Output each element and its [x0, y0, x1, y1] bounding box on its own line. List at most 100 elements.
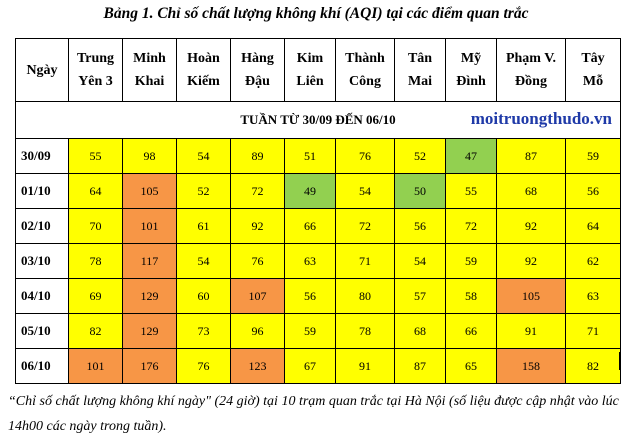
aqi-value-cell: 47	[445, 138, 497, 174]
header-station: Thành Công	[335, 38, 395, 102]
aqi-value-cell: 72	[335, 208, 395, 244]
header-station: Hàng Đậu	[230, 38, 285, 102]
table-row: 02/10 70 101 61 92 66 72 56 72 92 64	[15, 208, 621, 244]
aqi-value-cell: 56	[284, 278, 336, 314]
header-station: Phạm V. Đồng	[496, 38, 566, 102]
aqi-table: Ngày Trung Yên 3 Minh Khai Hoàn Kiếm Hàng Đậ…	[15, 38, 621, 384]
aqi-value-cell: 98	[122, 138, 177, 174]
header-station: Minh Khai	[122, 38, 177, 102]
aqi-value-cell: 101	[68, 348, 123, 384]
aqi-value-cell: 96	[230, 313, 285, 349]
aqi-value-cell: 55	[68, 138, 123, 174]
text-cursor	[619, 352, 620, 370]
row-date: 06/10	[15, 348, 69, 384]
aqi-value-cell: 59	[565, 138, 621, 174]
header-date: Ngày	[15, 38, 69, 102]
header-row: Ngày Trung Yên 3 Minh Khai Hoàn Kiếm Hàng Đậ…	[15, 38, 621, 102]
aqi-value-cell: 55	[445, 173, 497, 209]
aqi-value-cell: 71	[335, 243, 395, 279]
aqi-value-cell: 82	[68, 313, 123, 349]
row-date: 04/10	[15, 278, 69, 314]
aqi-value-cell: 64	[68, 173, 123, 209]
aqi-value-cell: 72	[230, 173, 285, 209]
aqi-value-cell: 65	[445, 348, 497, 384]
aqi-value-cell: 82	[565, 348, 621, 384]
aqi-value-cell: 91	[496, 313, 566, 349]
aqi-value-cell: 105	[122, 173, 177, 209]
header-station: Tân Mai	[394, 38, 446, 102]
site-watermark: moitruongthudo.vn	[470, 109, 612, 128]
aqi-value-cell: 61	[176, 208, 231, 244]
aqi-value-cell: 76	[230, 243, 285, 279]
row-date: 01/10	[15, 173, 69, 209]
aqi-value-cell: 68	[496, 173, 566, 209]
station-name-line1: Minh	[133, 51, 166, 66]
station-name-line2: Mai	[407, 74, 433, 89]
aqi-value-cell: 87	[496, 138, 566, 174]
aqi-value-cell: 73	[176, 313, 231, 349]
aqi-value-cell: 66	[284, 208, 336, 244]
aqi-value-cell: 92	[496, 243, 566, 279]
aqi-value-cell: 91	[335, 348, 395, 384]
aqi-value-cell: 59	[445, 243, 497, 279]
aqi-value-cell: 62	[565, 243, 621, 279]
station-name-line1: Thành	[345, 51, 385, 66]
station-name-line1: Tân	[407, 51, 433, 66]
aqi-value-cell: 78	[335, 313, 395, 349]
week-row: TUẦN TỪ 30/09 ĐẾN 06/10 moitruongthudo.v…	[15, 101, 621, 139]
table-row: 06/10 101 176 76 123 67 91 87 65 158 82	[15, 348, 621, 384]
row-date: 05/10	[15, 313, 69, 349]
station-name-line2: Công	[349, 74, 381, 89]
header-station: Trung Yên 3	[68, 38, 123, 102]
station-name-line2: Đồng	[515, 74, 547, 89]
aqi-value-cell: 69	[68, 278, 123, 314]
aqi-value-cell: 56	[565, 173, 621, 209]
aqi-value-cell: 129	[122, 313, 177, 349]
aqi-value-cell: 176	[122, 348, 177, 384]
aqi-value-cell: 60	[176, 278, 231, 314]
station-name-line2: Mỗ	[582, 74, 604, 89]
station-name-line2: Khai	[134, 74, 165, 89]
row-date: 30/09	[15, 138, 69, 174]
aqi-data-body: 30/09 55 98 54 89 51 76 52 47 87 59 01/10 64 105 52 72 4…	[15, 138, 621, 384]
station-name-line1: Mỹ	[460, 51, 482, 66]
aqi-value-cell: 52	[394, 138, 446, 174]
aqi-value-cell: 78	[68, 243, 123, 279]
aqi-value-cell: 66	[445, 313, 497, 349]
table-row: 05/10 82 129 73 96 59 78 68 66 91 71	[15, 313, 621, 349]
aqi-value-cell: 92	[496, 208, 566, 244]
aqi-value-cell: 80	[335, 278, 395, 314]
station-name-line1: Phạm V.	[505, 51, 557, 66]
aqi-value-cell: 105	[496, 278, 566, 314]
aqi-value-cell: 49	[284, 173, 336, 209]
aqi-value-cell: 50	[394, 173, 446, 209]
aqi-value-cell: 72	[445, 208, 497, 244]
aqi-value-cell: 64	[565, 208, 621, 244]
aqi-value-cell: 54	[176, 138, 231, 174]
station-name-line2: Liên	[296, 74, 324, 89]
station-name-line2: Đình	[456, 74, 486, 89]
aqi-value-cell: 71	[565, 313, 621, 349]
station-name-line2: Kiếm	[187, 74, 220, 89]
aqi-value-cell: 107	[230, 278, 285, 314]
aqi-value-cell: 92	[230, 208, 285, 244]
aqi-value-cell: 76	[176, 348, 231, 384]
table-row: 30/09 55 98 54 89 51 76 52 47 87 59	[15, 138, 621, 174]
row-date: 03/10	[15, 243, 69, 279]
aqi-value-cell: 63	[565, 278, 621, 314]
aqi-value-cell: 158	[496, 348, 566, 384]
table-row: 04/10 69 129 60 107 56 80 57 58 105 63	[15, 278, 621, 314]
header-station: Tây Mỗ	[565, 38, 621, 102]
week-cell: TUẦN TỪ 30/09 ĐẾN 06/10 moitruongthudo.v…	[15, 101, 621, 139]
aqi-value-cell: 117	[122, 243, 177, 279]
aqi-value-cell: 70	[68, 208, 123, 244]
station-name-line2: Yên 3	[78, 74, 113, 89]
aqi-value-cell: 89	[230, 138, 285, 174]
table-row: 01/10 64 105 52 72 49 54 50 55 68 56	[15, 173, 621, 209]
aqi-value-cell: 101	[122, 208, 177, 244]
aqi-value-cell: 63	[284, 243, 336, 279]
week-label: TUẦN TỪ 30/09 ĐẾN 06/10	[240, 112, 396, 127]
aqi-value-cell: 59	[284, 313, 336, 349]
aqi-value-cell: 54	[176, 243, 231, 279]
row-date: 02/10	[15, 208, 69, 244]
